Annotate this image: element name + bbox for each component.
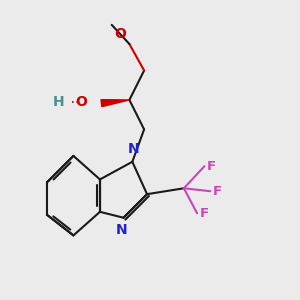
Text: F: F: [213, 185, 222, 198]
Text: F: F: [207, 160, 216, 173]
Text: N: N: [128, 142, 140, 157]
Text: H: H: [53, 95, 64, 109]
Text: O: O: [114, 27, 126, 41]
Text: N: N: [116, 223, 128, 237]
Polygon shape: [101, 100, 129, 107]
Text: F: F: [200, 207, 208, 220]
Text: O: O: [75, 95, 87, 109]
